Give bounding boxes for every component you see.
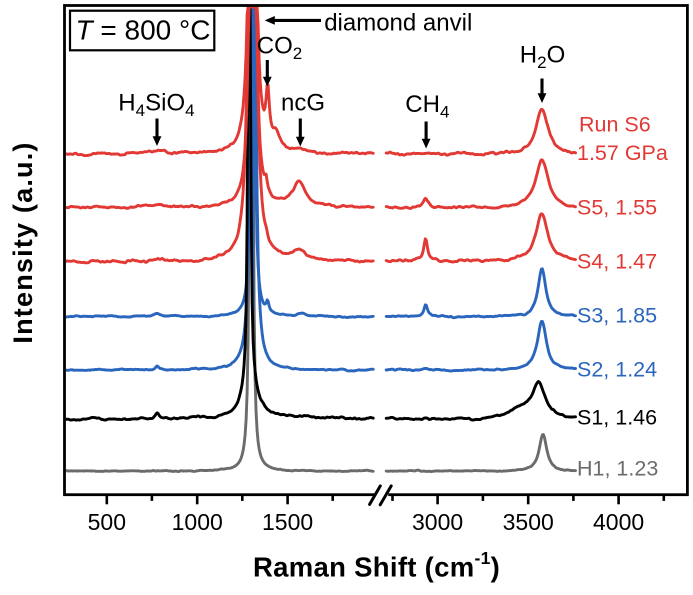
svg-text:S1, 1.46: S1, 1.46 — [577, 406, 657, 430]
svg-text:3500: 3500 — [503, 509, 554, 535]
svg-text:1500: 1500 — [262, 509, 313, 535]
svg-text:1000: 1000 — [172, 509, 223, 535]
svg-text:S2, 1.24: S2, 1.24 — [577, 358, 657, 382]
svg-text:500: 500 — [88, 509, 126, 535]
svg-text:H2O: H2O — [520, 42, 565, 73]
svg-text:diamond anvil: diamond anvil — [324, 9, 472, 36]
svg-text:S4, 1.47: S4, 1.47 — [577, 250, 657, 274]
svg-text:S5, 1.55: S5, 1.55 — [577, 196, 657, 220]
svg-text:T = 800 °C: T = 800 °C — [76, 15, 211, 46]
svg-text:ncG: ncG — [281, 89, 325, 116]
svg-text:H4SiO4: H4SiO4 — [118, 89, 194, 120]
svg-text:1.57 GPa: 1.57 GPa — [577, 141, 668, 165]
svg-text:Intensity (a.u.): Intensity (a.u.) — [8, 141, 38, 343]
svg-text:H1, 1.23: H1, 1.23 — [577, 457, 658, 481]
svg-text:4000: 4000 — [593, 509, 644, 535]
svg-text:3000: 3000 — [412, 509, 463, 535]
svg-text:S3, 1.85: S3, 1.85 — [577, 304, 657, 328]
svg-text:Raman Shift (cm-1): Raman Shift (cm-1) — [253, 548, 500, 583]
svg-text:Run S6: Run S6 — [579, 113, 651, 137]
